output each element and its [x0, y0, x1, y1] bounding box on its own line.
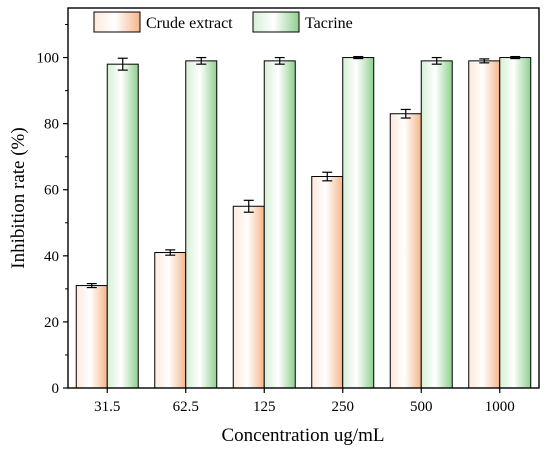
x-tick-label-125: 125 [253, 399, 276, 415]
bar-tacrine-31.5 [106, 63, 139, 389]
y-tick-label-80: 80 [44, 117, 59, 133]
legend: Crude extract Tacrine [93, 11, 353, 33]
x-tick-label-1000: 1000 [485, 399, 515, 415]
error-bar-crude-extract-62.5 [165, 249, 176, 256]
bar-tacrine-125 [263, 60, 296, 389]
error-bar-crude-extract-1000 [479, 58, 490, 64]
error-bar-crude-extract-250 [322, 171, 333, 182]
error-bar-tacrine-62.5 [196, 56, 207, 65]
legend-swatch-crude-extract [93, 11, 141, 33]
bar-crude-extract-1000 [468, 60, 501, 389]
error-bar-tacrine-125 [274, 56, 285, 65]
legend-swatch-tacrine [252, 11, 300, 33]
x-tick-label-62.5: 62.5 [173, 399, 199, 415]
x-tick-label-31.5: 31.5 [94, 399, 120, 415]
y-axis-title: Inhibition rate (%) [8, 127, 29, 268]
bar-crude-extract-500 [389, 113, 422, 389]
error-bar-crude-extract-31.5 [86, 282, 97, 289]
bar-tacrine-500 [420, 60, 453, 389]
axis-ticks: 31.5 62.5 125 250 500 1000 0 20 40 60 80 100 [37, 24, 515, 415]
error-bar-tacrine-1000 [510, 55, 521, 60]
error-bar-tacrine-31.5 [117, 57, 128, 71]
error-bars-layer [86, 55, 521, 289]
bar-tacrine-250 [342, 57, 375, 389]
plot-frame [67, 7, 540, 389]
y-tick-label-100: 100 [37, 51, 60, 67]
y-tick-label-20: 20 [44, 315, 59, 331]
x-tick-label-500: 500 [410, 399, 433, 415]
x-tick-label-250: 250 [332, 399, 355, 415]
y-tick-label-60: 60 [44, 183, 59, 199]
bar-tacrine-62.5 [185, 60, 218, 389]
bar-crude-extract-125 [232, 205, 265, 389]
error-bar-tacrine-250 [353, 55, 364, 60]
error-bar-tacrine-500 [431, 56, 442, 65]
error-bar-crude-extract-125 [243, 199, 254, 213]
y-tick-label-0: 0 [52, 381, 60, 397]
bars-layer [75, 57, 532, 389]
bar-crude-extract-62.5 [154, 252, 187, 389]
bar-crude-extract-250 [311, 176, 344, 389]
bar-tacrine-1000 [499, 57, 532, 389]
bar-crude-extract-31.5 [75, 285, 108, 389]
y-tick-label-40: 40 [44, 249, 59, 265]
x-axis-title: Concentration ug/mL [221, 425, 384, 446]
error-bar-crude-extract-500 [400, 108, 411, 119]
legend-label-crude-extract: Crude extract [146, 15, 233, 32]
legend-label-tacrine: Tacrine [305, 15, 353, 32]
